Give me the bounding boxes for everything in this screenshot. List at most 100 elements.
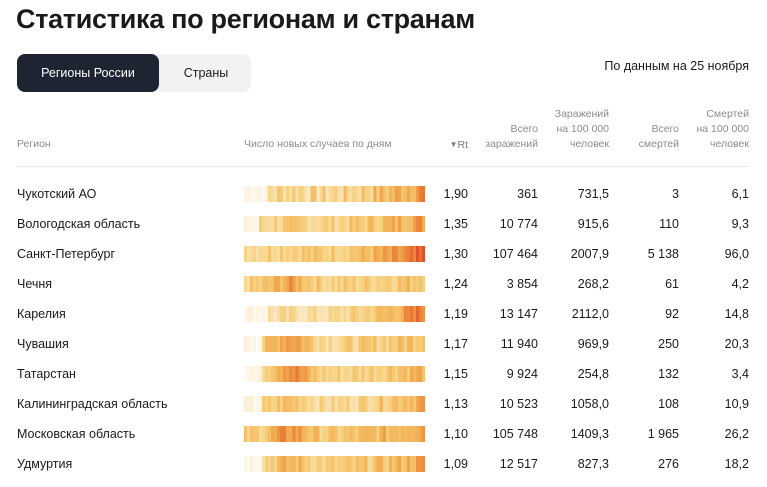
- data-date: По данным на 25 ноября: [604, 59, 749, 73]
- header-line: человек: [570, 138, 609, 150]
- daily-cases-heatmap: [244, 186, 425, 202]
- table-row[interactable]: Татарстан 1,15 9 924 254,8 132 3,4: [0, 359, 767, 389]
- triangle-down-icon: ▼: [449, 140, 458, 149]
- header-line: смертей: [638, 138, 679, 150]
- region-name: Калининградская область: [17, 397, 168, 411]
- deaths-per-100k-value: 6,1: [731, 187, 749, 201]
- deaths-per-100k-value: 26,2: [724, 427, 749, 441]
- header-total-cases[interactable]: Всего заражений: [470, 122, 538, 152]
- deaths-per-100k-value: 3,4: [731, 367, 749, 381]
- total-deaths-value: 132: [658, 367, 679, 381]
- header-line: на 100 000: [556, 123, 609, 135]
- region-name: Татарстан: [17, 367, 76, 381]
- header-rt-label: Rt: [457, 139, 469, 151]
- total-deaths-value: 3: [672, 187, 679, 201]
- total-deaths-value: 5 138: [647, 247, 679, 261]
- rt-value: 1,90: [443, 187, 468, 201]
- table-row[interactable]: Калининградская область 1,13 10 523 1058,0 1…: [0, 389, 767, 419]
- daily-cases-heatmap: [244, 396, 425, 412]
- total-deaths-value: 61: [665, 277, 679, 291]
- header-line: Всего: [651, 123, 679, 135]
- header-line: Смертей: [706, 108, 749, 120]
- daily-cases-heatmap: [244, 456, 425, 472]
- tab-countries[interactable]: Страны: [183, 66, 229, 80]
- rt-value: 1,13: [443, 397, 468, 411]
- total-cases-value: 11 940: [500, 337, 538, 351]
- rt-value: 1,24: [443, 277, 468, 291]
- cases-per-100k-value: 969,9: [577, 337, 609, 351]
- rt-value: 1,19: [443, 307, 468, 321]
- cases-per-100k-value: 1058,0: [570, 397, 609, 411]
- rt-value: 1,09: [443, 457, 468, 471]
- daily-cases-heatmap: [244, 306, 425, 322]
- total-cases-value: 13 147: [499, 307, 538, 321]
- region-name: Чукотский АО: [17, 187, 97, 201]
- total-cases-value: 12 517: [499, 457, 538, 471]
- total-deaths-value: 108: [658, 397, 679, 411]
- header-deaths-per-100k[interactable]: Смертей на 100 000 человек: [682, 107, 749, 152]
- header-cases-per-100k[interactable]: Заражений на 100 000 человек: [540, 107, 609, 152]
- cases-per-100k-value: 731,5: [577, 187, 609, 201]
- daily-cases-heatmap: [244, 336, 425, 352]
- tab-russian-regions[interactable]: Регионы России: [17, 54, 159, 92]
- rt-value: 1,17: [443, 337, 468, 351]
- daily-cases-heatmap: [244, 426, 425, 442]
- total-deaths-value: 250: [658, 337, 679, 351]
- deaths-per-100k-value: 96,0: [724, 247, 749, 261]
- table-row[interactable]: Карелия 1,19 13 147 2112,0 92 14,8: [0, 299, 767, 329]
- region-name: Московская область: [17, 427, 136, 441]
- header-line: Заражений: [554, 108, 609, 120]
- total-cases-value: 9 924: [506, 367, 538, 381]
- header-region[interactable]: Регион: [17, 138, 51, 150]
- table-row[interactable]: Чечня 1,24 3 854 268,2 61 4,2: [0, 269, 767, 299]
- deaths-per-100k-value: 18,2: [724, 457, 749, 471]
- table-row[interactable]: Вологодская область 1,35 10 774 915,6 110 9,3: [0, 209, 767, 239]
- cases-per-100k-value: 915,6: [577, 217, 609, 231]
- cases-per-100k-value: 254,8: [577, 367, 609, 381]
- header-daily-cases: Число новых случаев по дням: [244, 138, 392, 150]
- deaths-per-100k-value: 20,3: [724, 337, 749, 351]
- cases-per-100k-value: 1409,3: [570, 427, 609, 441]
- table-row[interactable]: Удмуртия 1,09 12 517 827,3 276 18,2: [0, 449, 767, 479]
- region-name: Удмуртия: [17, 457, 73, 471]
- table-row[interactable]: Чувашия 1,17 11 940 969,9 250 20,3: [0, 329, 767, 359]
- cases-per-100k-value: 827,3: [577, 457, 609, 471]
- table-row[interactable]: Чукотский АО 1,90 361 731,5 3 6,1: [0, 179, 767, 209]
- region-name: Вологодская область: [17, 217, 141, 231]
- region-name: Карелия: [17, 307, 66, 321]
- total-cases-value: 10 523: [499, 397, 538, 411]
- header-line: заражений: [485, 138, 538, 150]
- table-row[interactable]: Санкт-Петербург 1,30 107 464 2007,9 5 138 96,…: [0, 239, 767, 269]
- deaths-per-100k-value: 9,3: [731, 217, 749, 231]
- page-title: Статистика по регионам и странам: [16, 4, 475, 34]
- deaths-per-100k-value: 10,9: [724, 397, 749, 411]
- total-deaths-value: 276: [658, 457, 679, 471]
- daily-cases-heatmap: [244, 246, 425, 262]
- cases-per-100k-value: 2007,9: [570, 247, 609, 261]
- header-line: на 100 000: [696, 123, 749, 135]
- table-row[interactable]: Московская область 1,10 105 748 1409,3 1 965…: [0, 419, 767, 449]
- region-name: Чувашия: [17, 337, 69, 351]
- deaths-per-100k-value: 14,8: [724, 307, 749, 321]
- daily-cases-heatmap: [244, 276, 425, 292]
- rt-value: 1,10: [443, 427, 468, 441]
- total-cases-value: 361: [517, 187, 538, 201]
- total-cases-value: 10 774: [499, 217, 538, 231]
- rt-value: 1,30: [443, 247, 468, 261]
- region-name: Чечня: [17, 277, 53, 291]
- cases-per-100k-value: 268,2: [577, 277, 609, 291]
- region-name: Санкт-Петербург: [17, 247, 116, 261]
- total-deaths-value: 110: [659, 217, 679, 231]
- header-total-deaths[interactable]: Всего смертей: [611, 122, 679, 152]
- deaths-per-100k-value: 4,2: [731, 277, 749, 291]
- total-deaths-value: 1 965: [647, 427, 679, 441]
- header-line: человек: [710, 138, 749, 150]
- rt-value: 1,35: [443, 217, 468, 231]
- header-divider: [16, 166, 749, 167]
- total-cases-value: 105 748: [492, 427, 538, 441]
- header-rt[interactable]: ▼Rt: [432, 137, 468, 153]
- tab-switcher: Регионы России Страны: [17, 54, 251, 92]
- total-cases-value: 107 464: [492, 247, 538, 261]
- total-deaths-value: 92: [665, 307, 679, 321]
- daily-cases-heatmap: [244, 216, 425, 232]
